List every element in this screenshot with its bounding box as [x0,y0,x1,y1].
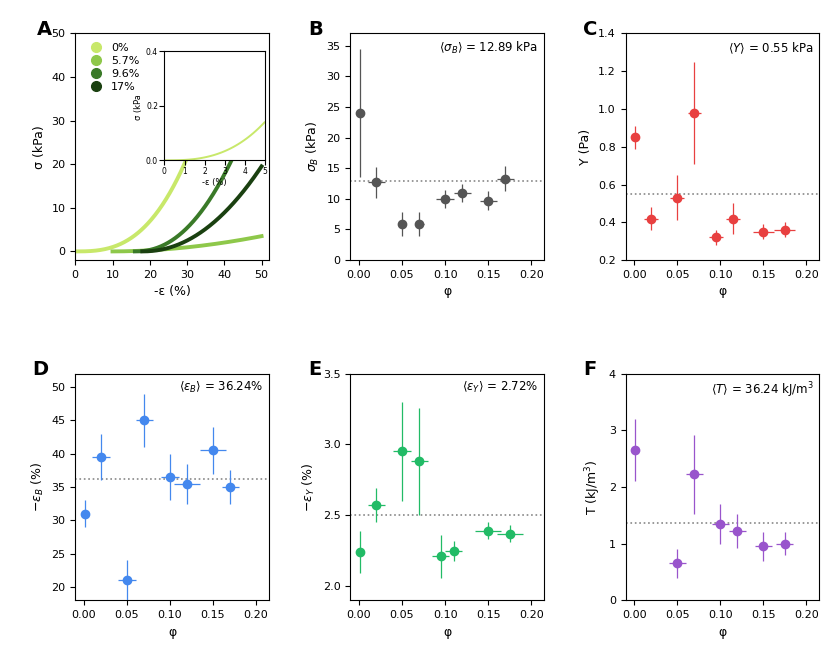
X-axis label: φ: φ [443,626,451,638]
X-axis label: φ: φ [168,626,176,638]
Text: C: C [583,20,597,39]
Y-axis label: σ (kPa): σ (kPa) [33,125,46,169]
Y-axis label: Y (Pa): Y (Pa) [579,129,593,165]
X-axis label: -ε (%): -ε (%) [154,285,191,298]
Text: $\langle Y\rangle$ = 0.55 kPa: $\langle Y\rangle$ = 0.55 kPa [728,40,813,55]
X-axis label: φ: φ [718,285,726,298]
X-axis label: φ: φ [443,285,451,298]
Text: $\langle T\rangle$ = 36.24 kJ/m$^3$: $\langle T\rangle$ = 36.24 kJ/m$^3$ [711,380,813,400]
X-axis label: φ: φ [718,626,726,638]
Text: D: D [33,360,48,379]
Text: B: B [308,20,323,39]
Y-axis label: $-\varepsilon_Y$ (%): $-\varepsilon_Y$ (%) [301,462,318,512]
Legend: 0%, 5.7%, 9.6%, 17%: 0%, 5.7%, 9.6%, 17% [81,39,144,96]
Text: A: A [37,20,52,39]
Y-axis label: $\sigma_B$ (kPa): $\sigma_B$ (kPa) [305,121,321,173]
Y-axis label: T (kJ/m$^3$): T (kJ/m$^3$) [584,459,603,515]
Text: $\langle\varepsilon_B\rangle$ = 36.24%: $\langle\varepsilon_B\rangle$ = 36.24% [179,380,263,396]
Y-axis label: $-\varepsilon_B$ (%): $-\varepsilon_B$ (%) [30,462,46,512]
Text: E: E [308,360,321,379]
Text: $\langle\sigma_B\rangle$ = 12.89 kPa: $\langle\sigma_B\rangle$ = 12.89 kPa [439,40,538,56]
Text: F: F [583,360,596,379]
Text: $\langle\varepsilon_Y\rangle$ = 2.72%: $\langle\varepsilon_Y\rangle$ = 2.72% [462,380,538,396]
